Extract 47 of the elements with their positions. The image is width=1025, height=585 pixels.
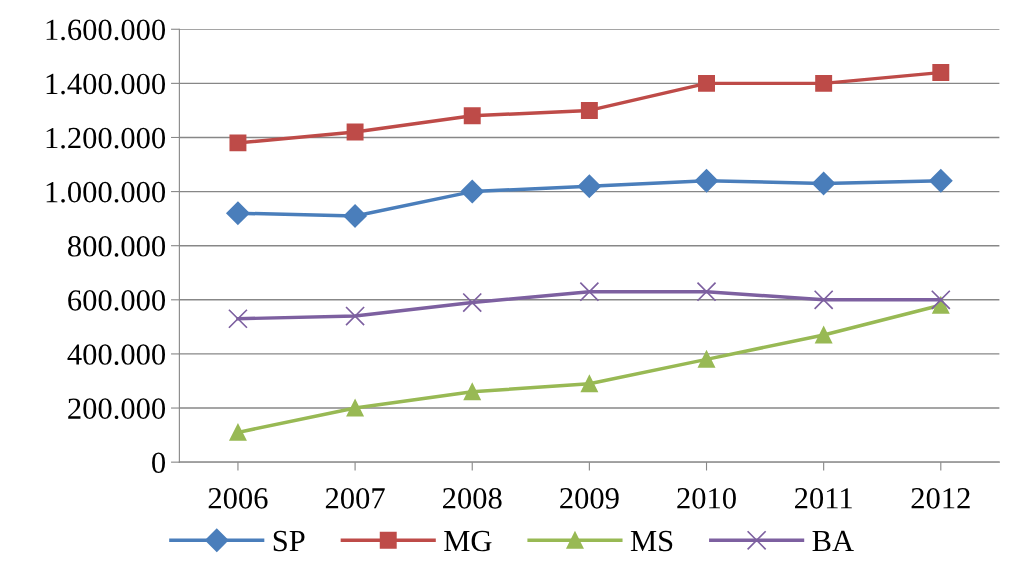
- point: [577, 174, 602, 198]
- point: [460, 179, 484, 204]
- x-tick-label: 2011: [795, 488, 852, 509]
- y-tick-label: 1.600.000: [46, 19, 166, 41]
- point: [696, 281, 717, 302]
- point: [463, 383, 481, 401]
- point: [346, 399, 364, 417]
- x-tick-label: 2012: [911, 488, 970, 509]
- legend-label: SP: [273, 530, 305, 552]
- point: [698, 74, 715, 92]
- point: [929, 169, 953, 193]
- y-tick-label: 0: [152, 452, 166, 474]
- point: [812, 171, 836, 196]
- point: [694, 169, 719, 193]
- x-tick-label: 2006: [208, 488, 268, 509]
- legend-label: MS: [630, 530, 673, 552]
- point: [229, 134, 247, 152]
- point: [228, 308, 248, 329]
- x-tick-label: 2007: [325, 488, 385, 509]
- point: [226, 201, 250, 225]
- point: [815, 326, 833, 344]
- y-tick-label: 800.000: [68, 235, 166, 257]
- point: [930, 289, 951, 310]
- y-tick-label: 200.000: [68, 398, 166, 420]
- point: [462, 292, 483, 313]
- legend-label: MG: [444, 530, 492, 552]
- point: [580, 101, 598, 119]
- point: [346, 123, 364, 141]
- x-tick-label: 2010: [677, 488, 736, 509]
- y-tick-label: 400.000: [67, 344, 166, 365]
- point: [580, 375, 598, 393]
- legend-label: BA: [812, 530, 854, 552]
- point: [932, 64, 950, 82]
- point: [345, 306, 365, 326]
- point: [698, 350, 715, 368]
- point: [229, 423, 247, 441]
- x-tick-label: 2008: [443, 488, 502, 509]
- point: [815, 74, 833, 92]
- y-tick-label: 1.200.000: [46, 127, 166, 149]
- y-tick-label: 1.000.000: [46, 181, 166, 203]
- point: [813, 289, 834, 310]
- y-tick-label: 1.400.000: [46, 73, 166, 95]
- x-tick-label: 2009: [560, 488, 619, 509]
- point: [343, 204, 367, 228]
- point: [463, 107, 481, 125]
- y-tick-label: 600.000: [68, 290, 166, 311]
- point: [579, 281, 600, 302]
